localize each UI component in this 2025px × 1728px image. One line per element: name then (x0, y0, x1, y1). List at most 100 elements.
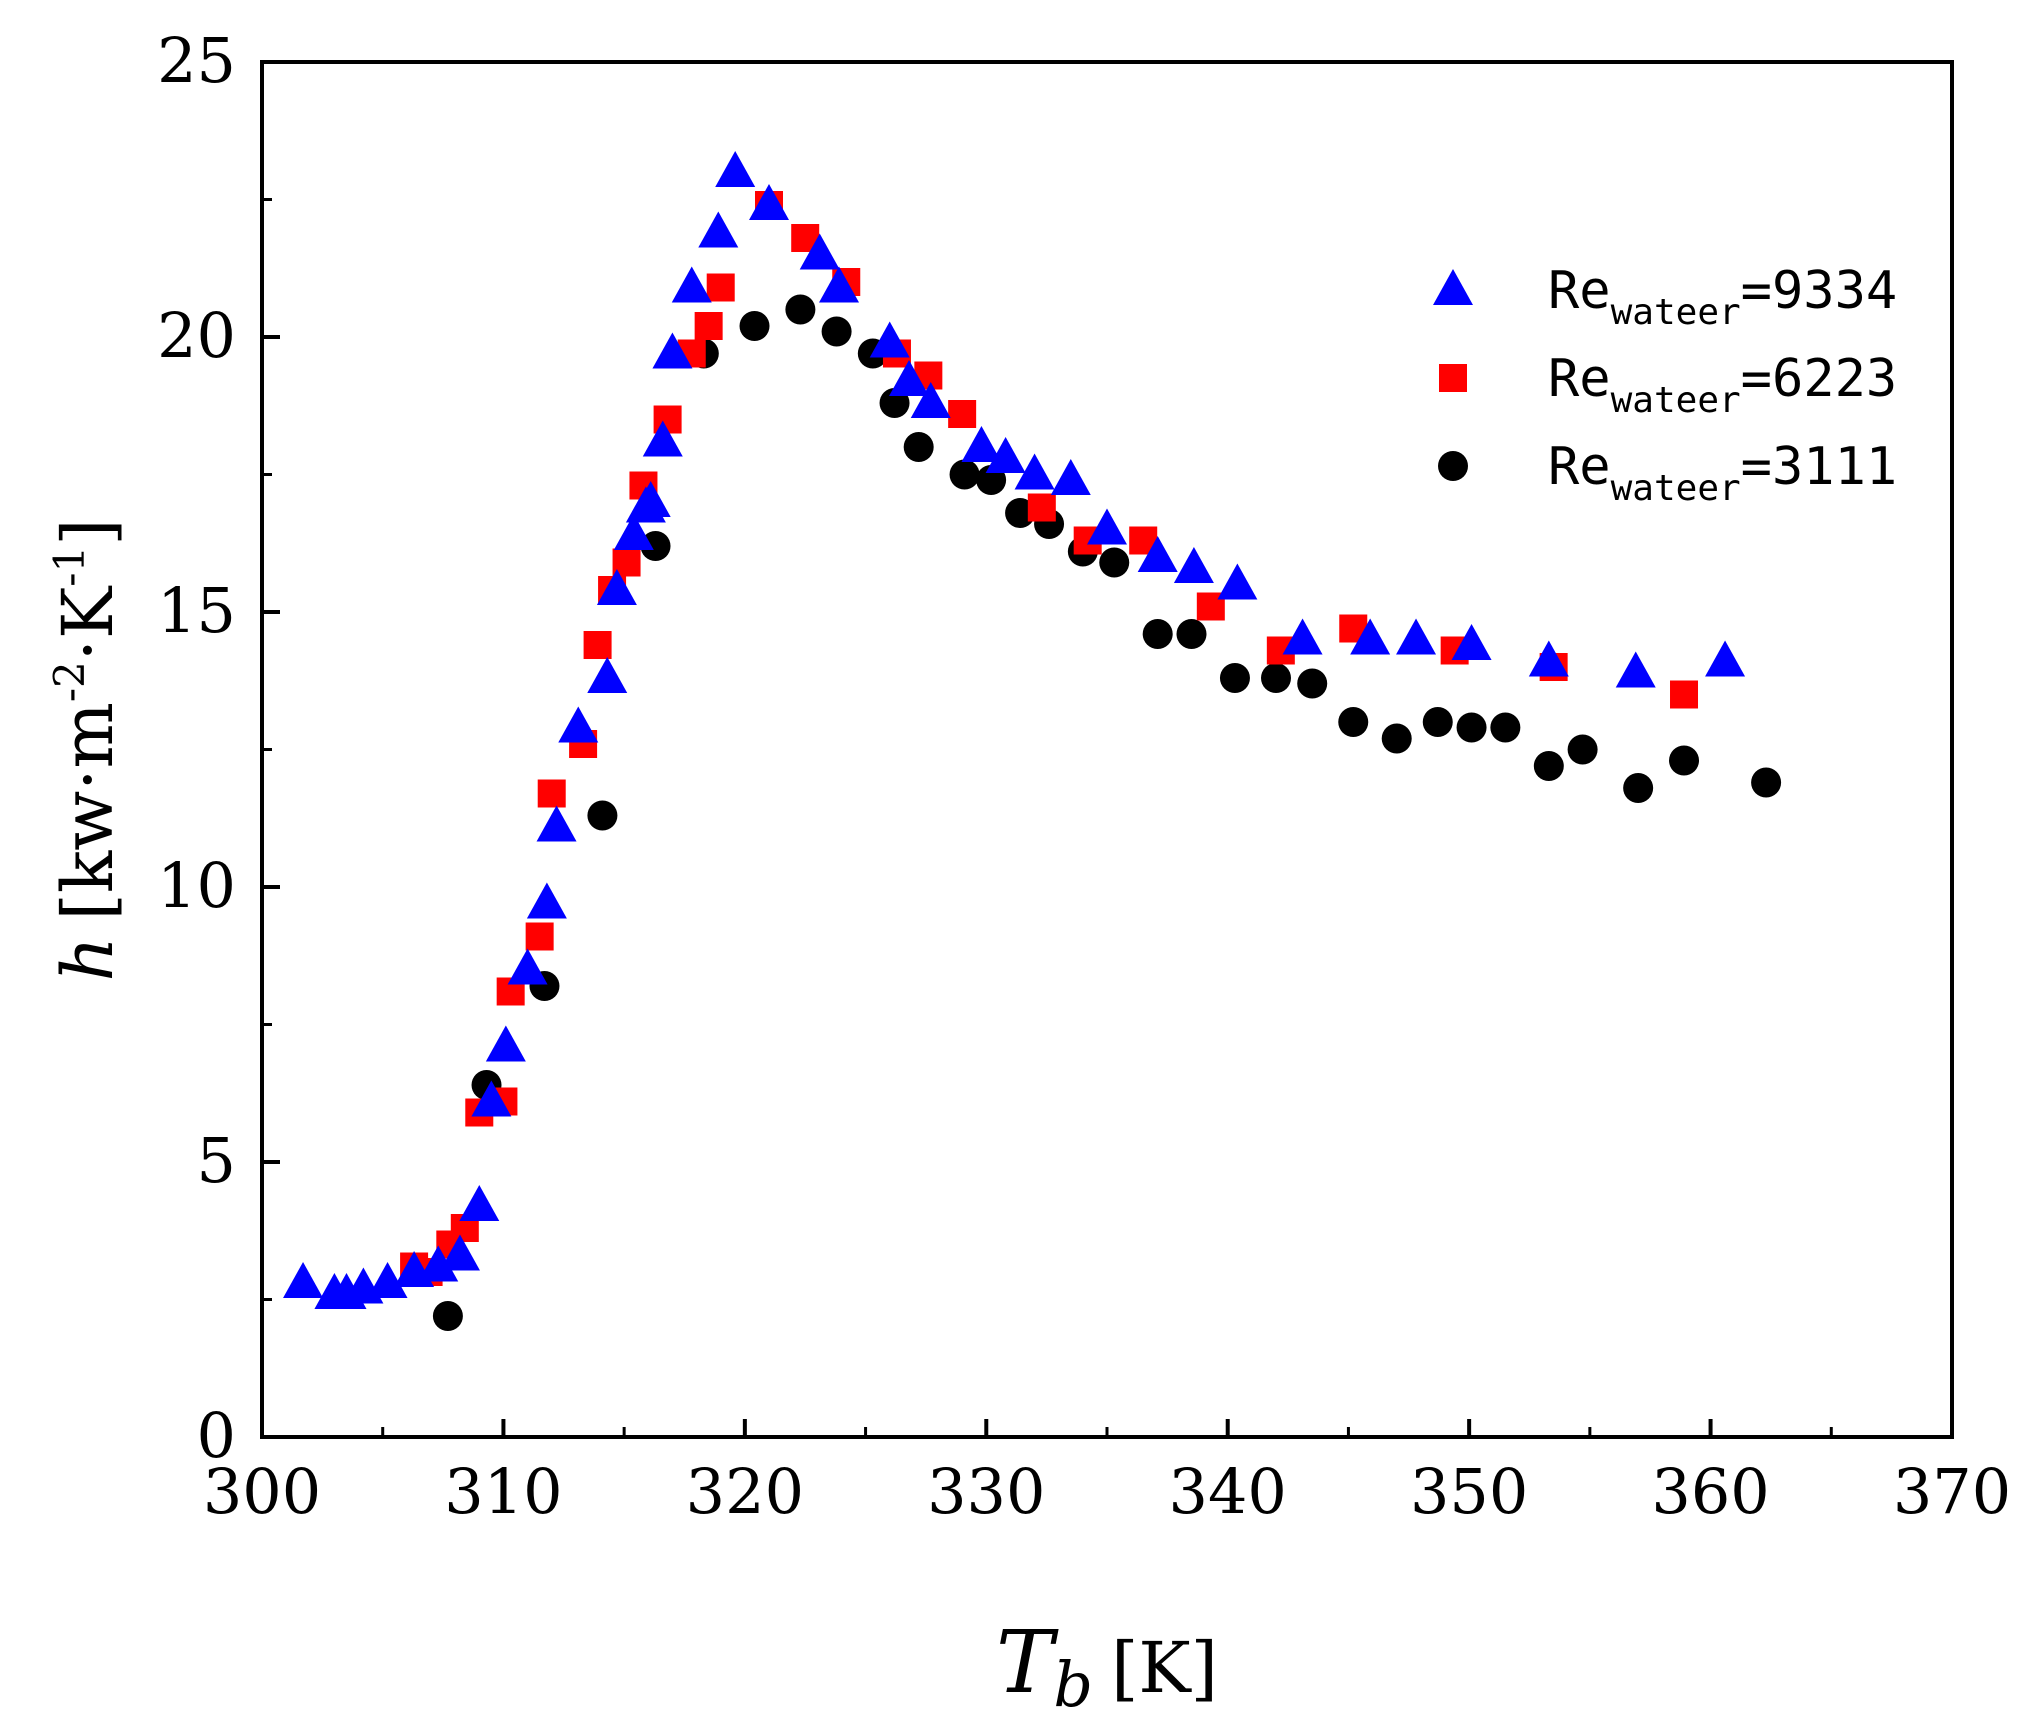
data-point-circle (432, 1301, 463, 1331)
y-axis-symbol: h (47, 936, 129, 981)
data-series (283, 151, 1782, 1331)
data-point-square (583, 631, 612, 659)
data-point-square (948, 400, 977, 428)
legend-label-value: =9334 (1741, 261, 1898, 321)
data-point-circle (1261, 663, 1291, 693)
data-point-square (1027, 493, 1056, 522)
x-axis-symbol: T (996, 1613, 1059, 1713)
y-tick-label: 0 (197, 1399, 236, 1472)
data-point-circle (1623, 773, 1654, 803)
x-tick-label: 300 (203, 1455, 321, 1528)
legend-label: Rewateer=6223 (1548, 349, 1897, 421)
x-tick-label: 310 (444, 1455, 562, 1528)
data-point-triangle (1173, 547, 1214, 583)
legend-item: Rewateer=3111 (1438, 437, 1897, 509)
data-point-triangle (642, 420, 683, 457)
data-point-circle (1142, 619, 1173, 649)
legend-label-value: =3111 (1741, 437, 1898, 497)
data-point-triangle (283, 1262, 324, 1298)
data-point-circle (739, 311, 770, 341)
x-axis-unit: [K] (1111, 1627, 1218, 1709)
data-point-circle (1533, 751, 1564, 781)
data-point-triangle (1217, 563, 1258, 600)
legend-label-sub: wateer (1611, 468, 1741, 509)
data-point-triangle (652, 332, 693, 369)
legend-marker-square (1439, 364, 1467, 392)
x-tick-label: 360 (1651, 1455, 1769, 1528)
data-point-circle (1005, 498, 1036, 528)
data-point-circle (587, 800, 618, 831)
y-axis-unit-mid: ·K (47, 585, 129, 661)
data-point-circle (821, 316, 852, 347)
data-point-triangle (910, 382, 951, 418)
y-tick-label: 10 (157, 849, 236, 922)
data-point-triangle (418, 1245, 459, 1282)
y-axis-exp2: -1 (45, 546, 94, 587)
data-point-triangle (507, 948, 548, 985)
legend-marker-circle (1438, 451, 1468, 481)
data-point-triangle (630, 481, 671, 517)
legend-label-sub: wateer (1611, 380, 1741, 421)
y-axis-ticks: 0 5 10 15 20 25 (157, 24, 280, 1472)
data-point-triangle (471, 1080, 512, 1117)
data-point-circle (1099, 547, 1130, 578)
x-axis-ticks: 300 310 320 330 340 350 360 370 (203, 1419, 2011, 1528)
legend-label-sub: wateer (1611, 292, 1741, 333)
data-point-triangle (558, 706, 599, 743)
data-point-triangle (1705, 640, 1746, 677)
data-point-circle (640, 531, 671, 561)
y-tick-label: 20 (157, 299, 236, 372)
data-point-triangle (1050, 459, 1091, 495)
data-point-triangle (1087, 508, 1127, 545)
data-point-circle (1751, 767, 1782, 798)
data-point-triangle (526, 882, 567, 919)
data-point-triangle (1137, 536, 1178, 572)
data-point-triangle (869, 321, 910, 358)
data-point-triangle (459, 1185, 500, 1221)
plot-frame (260, 60, 1954, 1439)
data-point-triangle (715, 151, 756, 187)
legend-marker-triangle (1433, 269, 1473, 305)
y-tick-label: 15 (157, 574, 236, 647)
data-point-triangle (613, 514, 654, 550)
data-point-triangle (698, 211, 739, 248)
y-axis-exp1: -2 (45, 661, 94, 702)
x-tick-label: 330 (927, 1455, 1045, 1528)
y-axis-unit-suffix: ] (47, 518, 129, 545)
data-point-square (694, 312, 723, 340)
data-point-triangle (1350, 618, 1391, 655)
data-point-circle (1422, 707, 1453, 737)
y-axis-title: h [kw·m-2·K-1] (45, 518, 129, 981)
legend-item: Rewateer=6223 (1439, 349, 1897, 421)
x-axis-title: Tb [K] (996, 1613, 1218, 1721)
legend-label-main: Re (1548, 349, 1611, 409)
legend-label: Rewateer=3111 (1548, 437, 1897, 509)
data-point-triangle (485, 1025, 526, 1062)
data-point-triangle (1014, 453, 1055, 490)
data-point-triangle (1615, 651, 1656, 688)
data-point-circle (1490, 712, 1521, 743)
data-point-triangle (596, 569, 637, 605)
data-point-triangle (439, 1234, 480, 1271)
data-point-triangle (985, 437, 1026, 473)
data-point-triangle (961, 426, 1002, 462)
data-point-triangle (671, 266, 712, 303)
data-point-circle (1176, 619, 1207, 649)
data-point-triangle (536, 805, 577, 842)
data-point-circle (949, 459, 980, 490)
x-tick-label: 320 (686, 1455, 804, 1528)
legend-item: Rewateer=9334 (1433, 261, 1897, 333)
legend-label-value: =6223 (1741, 349, 1898, 409)
data-point-square (525, 922, 554, 951)
legend-label-main: Re (1548, 261, 1611, 321)
data-point-circle (1567, 734, 1598, 765)
legend-label-main: Re (1548, 437, 1611, 497)
data-point-circle (1669, 745, 1700, 776)
data-point-square (706, 273, 735, 302)
data-point-square (1670, 680, 1699, 709)
data-point-triangle (1528, 640, 1569, 677)
data-point-triangle (749, 184, 789, 220)
data-point-circle (1219, 663, 1250, 693)
y-tick-label: 25 (157, 24, 236, 97)
